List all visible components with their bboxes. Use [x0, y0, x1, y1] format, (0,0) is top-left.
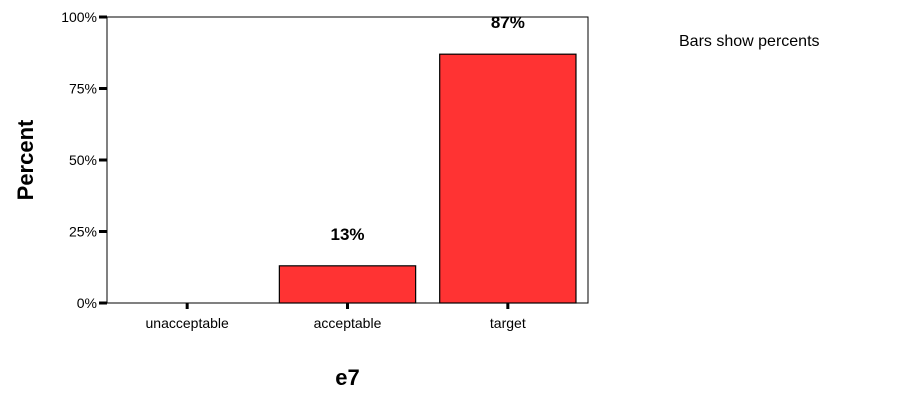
bar-data-label: 87%	[491, 13, 525, 32]
x-tick-label: acceptable	[314, 315, 382, 331]
chart-note: Bars show percents	[679, 33, 820, 50]
y-tick-label: 25%	[69, 224, 97, 240]
y-tick-label: 50%	[69, 152, 97, 168]
bar-data-label: 13%	[330, 225, 364, 244]
y-tick-label: 100%	[61, 9, 97, 25]
y-tick-label: 75%	[69, 81, 97, 97]
x-tick-label: unacceptable	[146, 315, 230, 331]
y-tick-label: 0%	[77, 295, 97, 311]
y-axis-title: Percent	[13, 119, 38, 200]
bar	[278, 265, 417, 304]
bar	[439, 53, 577, 304]
x-tick-label: target	[490, 315, 526, 331]
x-axis-title: e7	[335, 365, 359, 390]
